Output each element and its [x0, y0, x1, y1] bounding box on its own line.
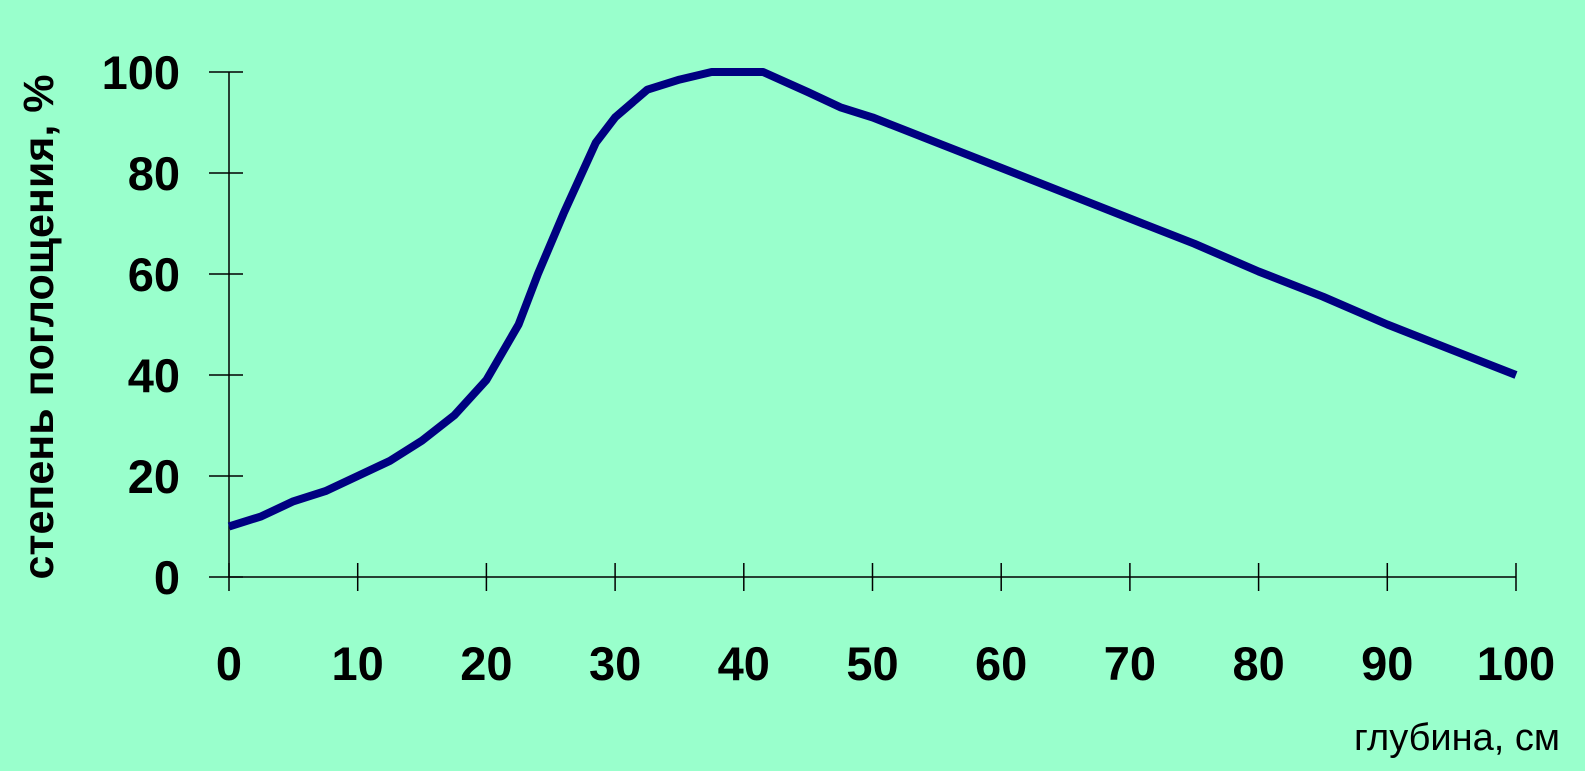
x-tick-label: 30 — [589, 637, 641, 690]
x-axis-title: глубина, см — [1354, 717, 1560, 759]
series — [227, 68, 1518, 531]
y-tick-label: 60 — [128, 248, 180, 301]
y-tick-label: 100 — [102, 46, 180, 99]
x-tick-label: 20 — [460, 637, 512, 690]
axes — [228, 72, 1516, 578]
x-tick-label: 50 — [846, 637, 898, 690]
y-tick-label: 20 — [128, 450, 180, 503]
y-tick-label: 0 — [154, 551, 180, 604]
x-tick-label: 70 — [1104, 637, 1156, 690]
tick-labels: 0 20 40 60 80 100 0 10 20 30 40 50 60 70 80 90 100 — [102, 46, 1556, 690]
y-tick-label: 40 — [128, 349, 180, 402]
series-line — [227, 68, 1518, 531]
x-tick-label: 10 — [332, 637, 384, 690]
x-tick-label: 100 — [1477, 637, 1555, 690]
x-tick-label: 40 — [718, 637, 770, 690]
ticks — [209, 71, 1517, 591]
y-tick-label: 80 — [128, 147, 180, 200]
x-tick-label: 0 — [216, 637, 242, 690]
x-tick-label: 60 — [975, 637, 1027, 690]
y-axis-title: степень поглощения, % — [15, 74, 63, 579]
x-tick-label: 80 — [1232, 637, 1284, 690]
x-tick-label: 90 — [1361, 637, 1413, 690]
